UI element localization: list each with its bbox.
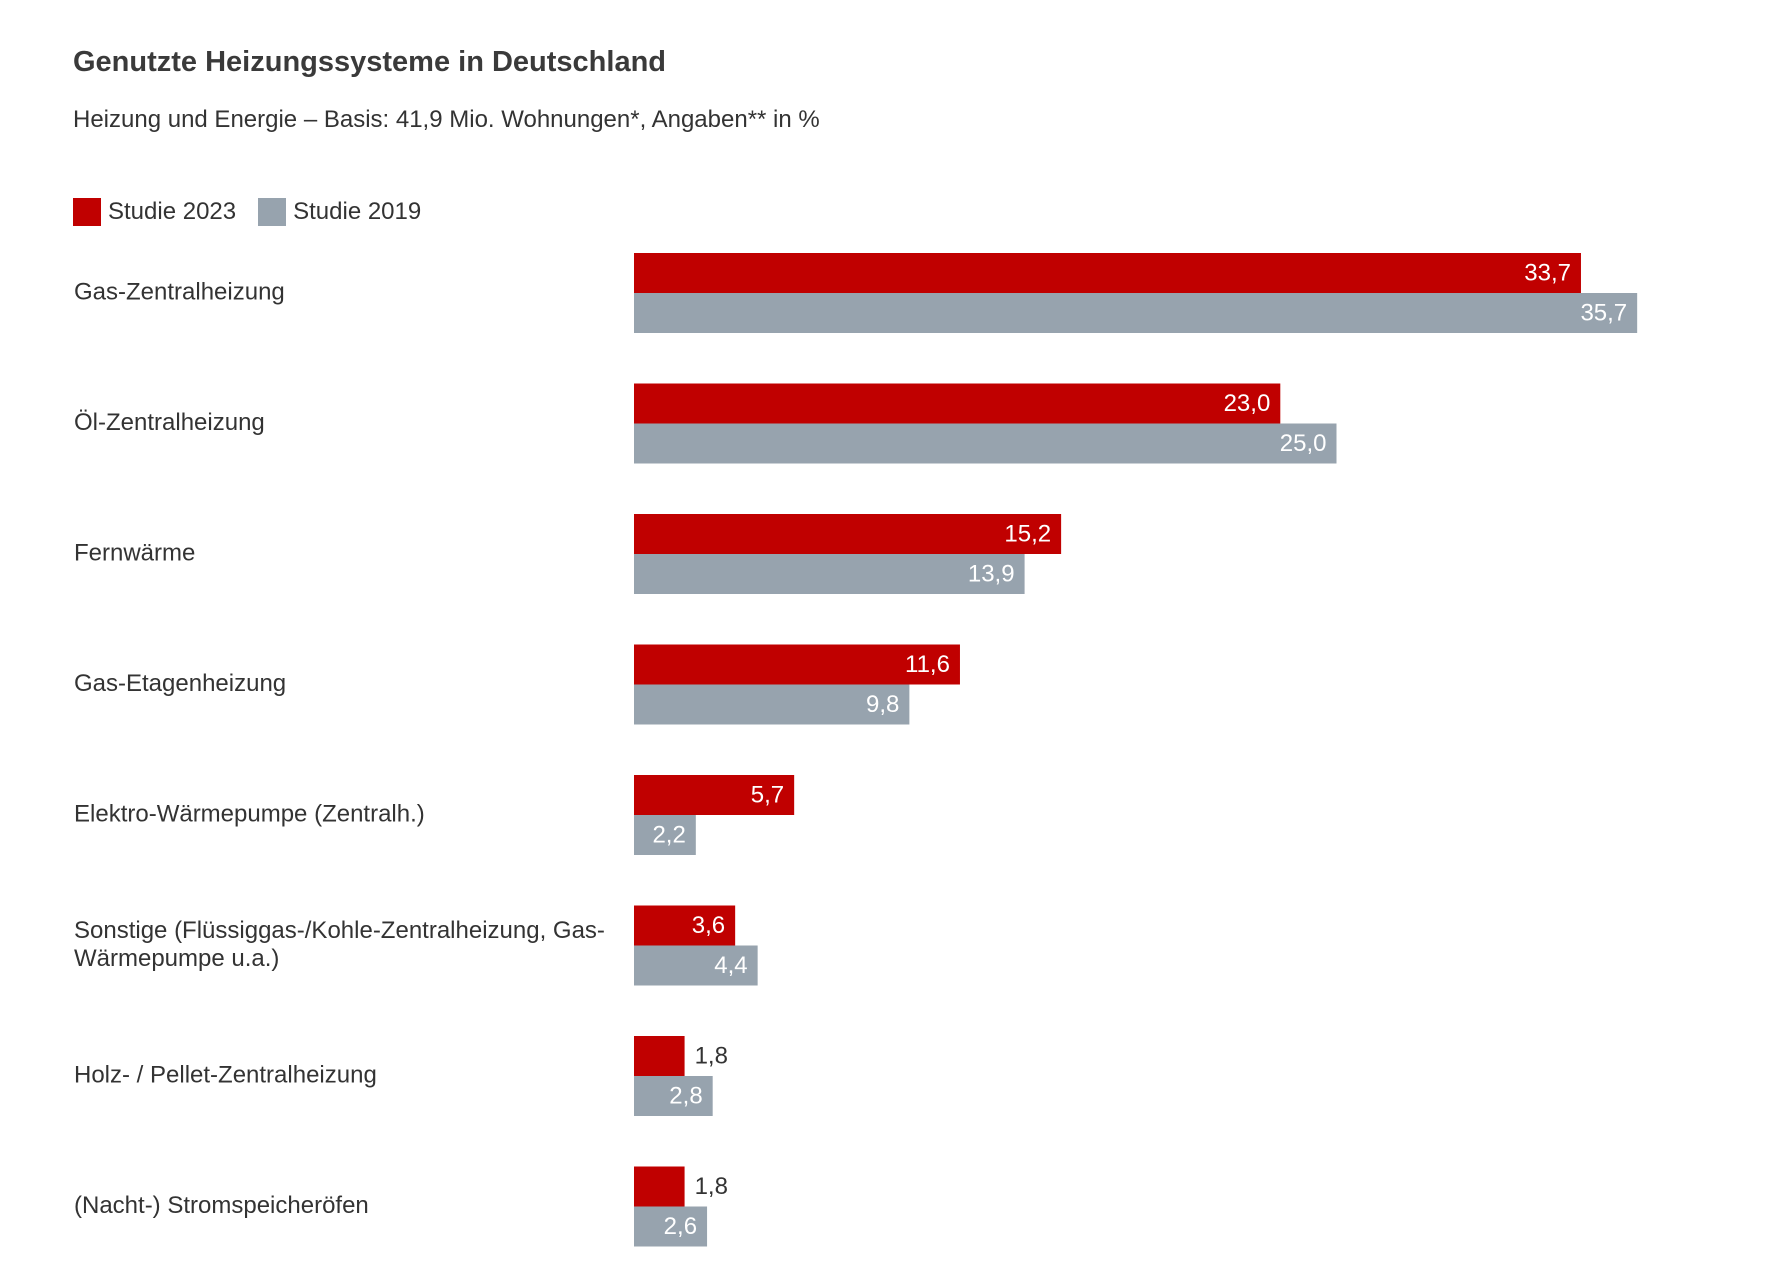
bar-2019 [634, 684, 910, 725]
chart-title: Genutzte Heizungssysteme in Deutschland [73, 46, 667, 78]
legend-label-2019: Studie 2019 [293, 198, 422, 225]
data-label-2019: 2,2 [652, 821, 685, 848]
category-label: (Nacht-) Stromspeicheröfen [74, 1192, 369, 1219]
bar-2019 [634, 1206, 708, 1247]
bar-2019 [634, 815, 696, 855]
category-label: Elektro-Wärmepumpe (Zentralh.) [74, 800, 425, 827]
data-label-2019: 2,8 [669, 1082, 702, 1109]
data-label-2019: 25,0 [1280, 430, 1327, 457]
category-label: Wärmepumpe u.a.) [74, 945, 279, 972]
category-label: Sonstige (Flüssiggas-/Kohle-Zentralheizu… [74, 917, 605, 944]
data-label-2023: 5,7 [751, 781, 784, 808]
bar-2023 [634, 253, 1581, 293]
legend-swatch-2019 [258, 198, 287, 226]
bar-2023 [634, 514, 1062, 554]
bar-2023 [634, 905, 736, 946]
legend-item-2023: Studie 2023 [73, 198, 236, 226]
bar-2019 [634, 554, 1025, 594]
category-label: Fernwärme [74, 539, 195, 566]
data-label-2023: 33,7 [1524, 259, 1571, 286]
chart-subtitle: Heizung und Energie – Basis: 41,9 Mio. W… [73, 106, 820, 133]
bar-2019 [634, 1076, 713, 1116]
data-label-2023: 23,0 [1224, 390, 1271, 417]
bar-2019 [634, 423, 1337, 464]
bar-2023 [634, 383, 1281, 424]
data-label-2023: 15,2 [1004, 520, 1051, 547]
category-label: Holz- / Pellet-Zentralheizung [74, 1061, 377, 1088]
data-label-2023: 11,6 [905, 651, 950, 678]
data-label-2023: 1,8 [695, 1173, 728, 1200]
category-label: Gas-Etagenheizung [74, 670, 286, 697]
category-label: Öl-Zentralheizung [74, 409, 265, 436]
data-label-2023: 1,8 [695, 1042, 728, 1069]
bar-2019 [634, 293, 1638, 333]
bar-2023 [634, 775, 795, 815]
legend-item-2019: Studie 2019 [258, 198, 421, 226]
data-label-2019: 2,6 [664, 1213, 697, 1240]
data-label-2019: 13,9 [968, 560, 1015, 587]
chart-legend: Studie 2023 Studie 2019 [73, 198, 443, 226]
bar-2023 [634, 1166, 685, 1207]
bar-2023 [634, 1036, 685, 1076]
legend-swatch-2023 [73, 198, 101, 226]
bar-2023 [634, 644, 960, 685]
data-label-2019: 9,8 [866, 691, 899, 718]
legend-label-2023: Studie 2023 [108, 198, 237, 225]
data-label-2019: 4,4 [714, 952, 747, 979]
data-label-2019: 35,7 [1580, 299, 1627, 326]
data-label-2023: 3,6 [692, 912, 725, 939]
category-label: Gas-Zentralheizung [74, 278, 285, 305]
bar-2019 [634, 945, 758, 986]
